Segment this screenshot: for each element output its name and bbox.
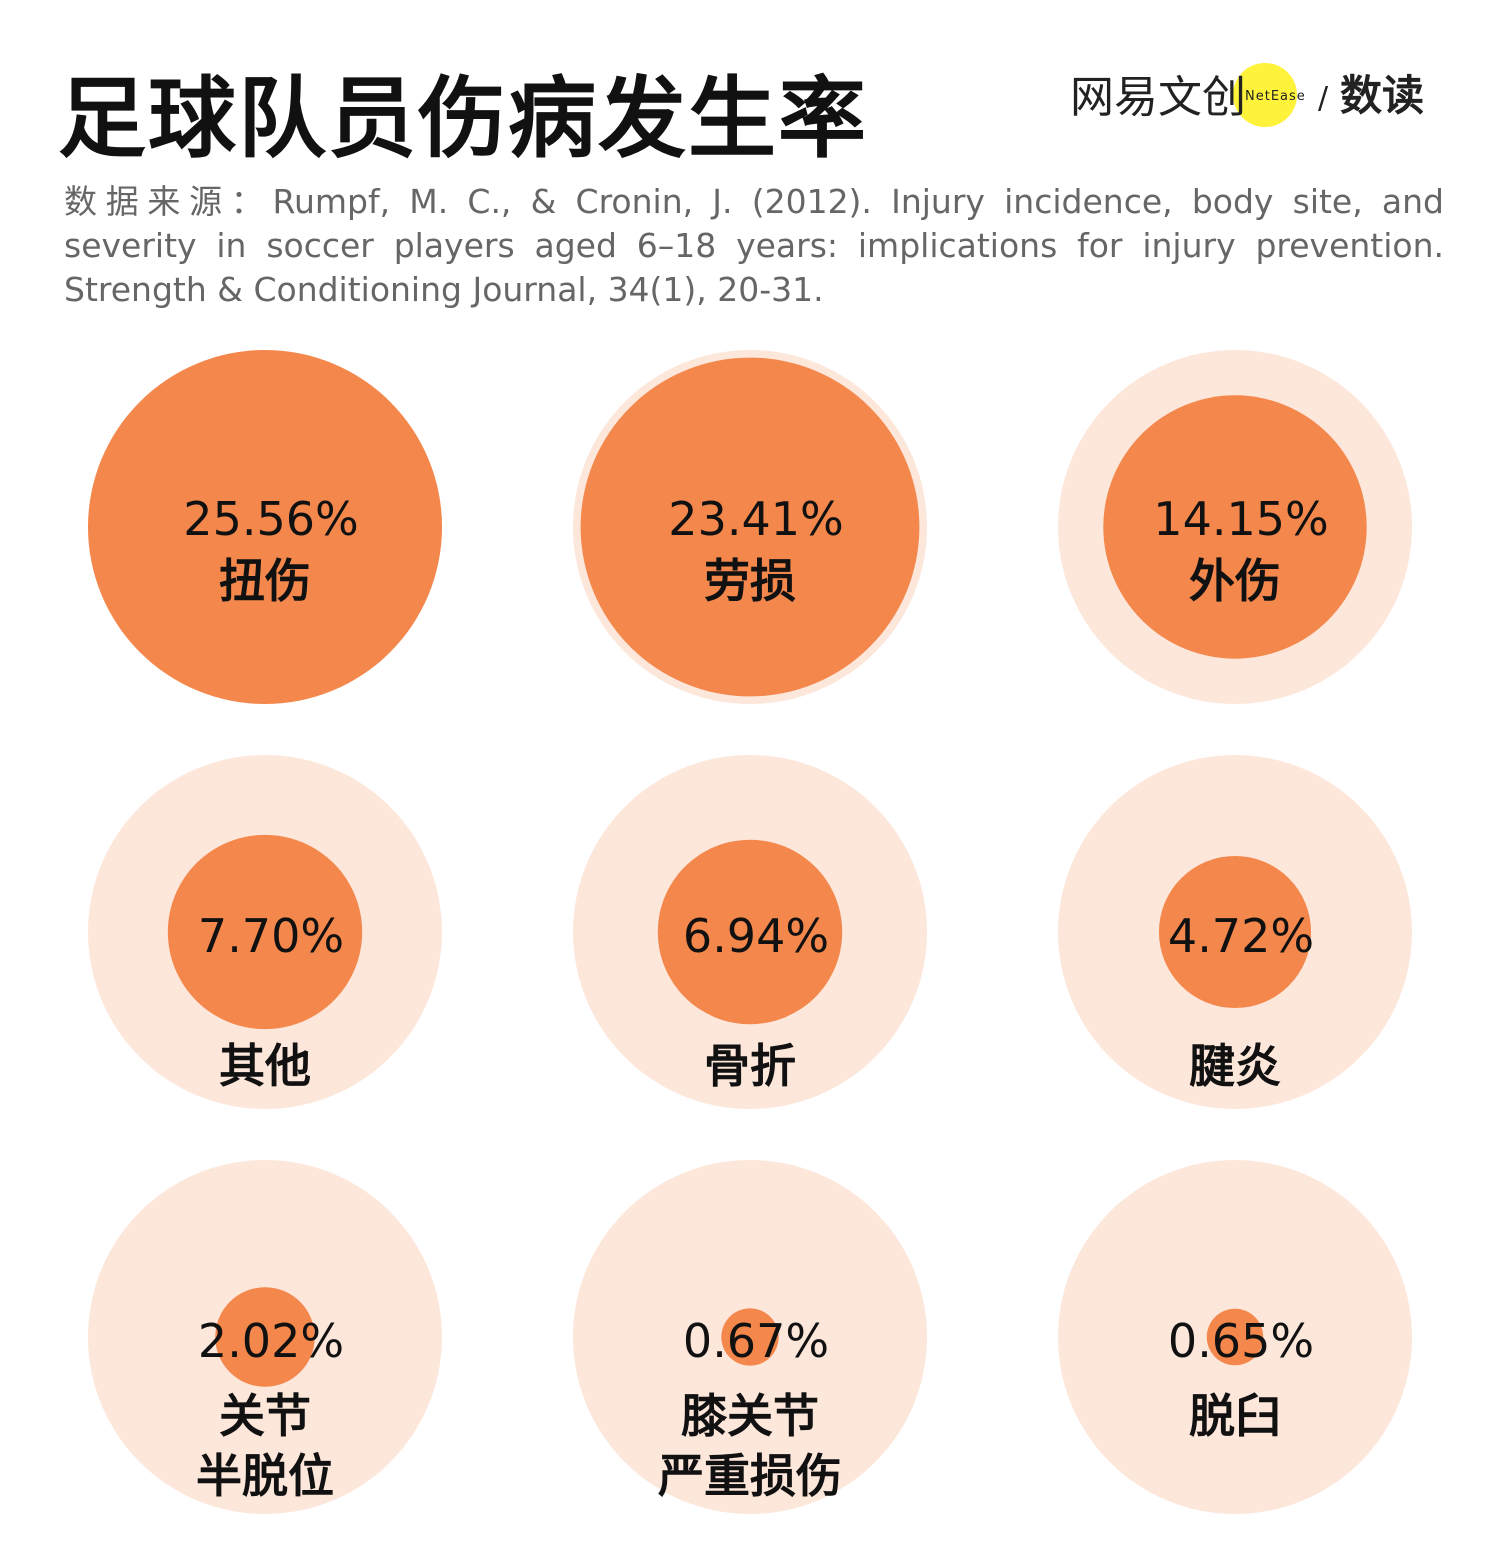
logo-yellow-circle: [1233, 63, 1297, 127]
category-label: 关节: [219, 1389, 311, 1443]
logo-separator: /: [1318, 81, 1329, 116]
logo-sub: 数读: [1340, 71, 1424, 120]
category-label: 扭伤: [219, 554, 311, 608]
value-bubble: [88, 350, 442, 704]
value-label: 14.15%: [1153, 492, 1328, 546]
value-label: 7.70%: [198, 909, 344, 963]
logo-brand: 网易文创: [1070, 72, 1246, 123]
value-bubble: [721, 1308, 779, 1366]
logo-brand-en: NetEase: [1245, 89, 1306, 104]
category-label: 骨折: [704, 1039, 796, 1093]
value-bubble: [167, 834, 363, 1030]
page-title: 足球队员伤病发生率: [58, 67, 869, 170]
value-bubble: [215, 1287, 315, 1387]
category-label: 其他: [219, 1039, 311, 1093]
category-label: 劳损: [704, 554, 796, 608]
value-label: 25.56%: [183, 492, 358, 546]
source-note: 数据来源：Rumpf, M. C., & Cronin, J. (2012). …: [64, 182, 1444, 309]
category-label: 半脱位: [196, 1449, 334, 1503]
value-bubble: [580, 357, 920, 697]
value-bubble: [1103, 395, 1367, 659]
value-label: 2.02%: [198, 1314, 344, 1368]
value-label: 23.41%: [668, 492, 843, 546]
value-bubble: [657, 839, 843, 1025]
value-label: 4.72%: [1168, 909, 1314, 963]
category-label: 脱臼: [1189, 1389, 1281, 1443]
category-label: 膝关节: [681, 1389, 819, 1443]
category-label: 严重损伤: [658, 1449, 842, 1503]
value-label: 0.65%: [1168, 1314, 1314, 1368]
netease-logo: 网易文创 NetEase / 数读: [1070, 63, 1424, 127]
value-label: 6.94%: [683, 909, 829, 963]
value-bubble: [1206, 1308, 1264, 1366]
value-bubble: [1158, 855, 1312, 1009]
category-label: 外伤: [1189, 554, 1281, 608]
category-label: 腱炎: [1189, 1039, 1281, 1093]
value-label: 0.67%: [683, 1314, 829, 1368]
